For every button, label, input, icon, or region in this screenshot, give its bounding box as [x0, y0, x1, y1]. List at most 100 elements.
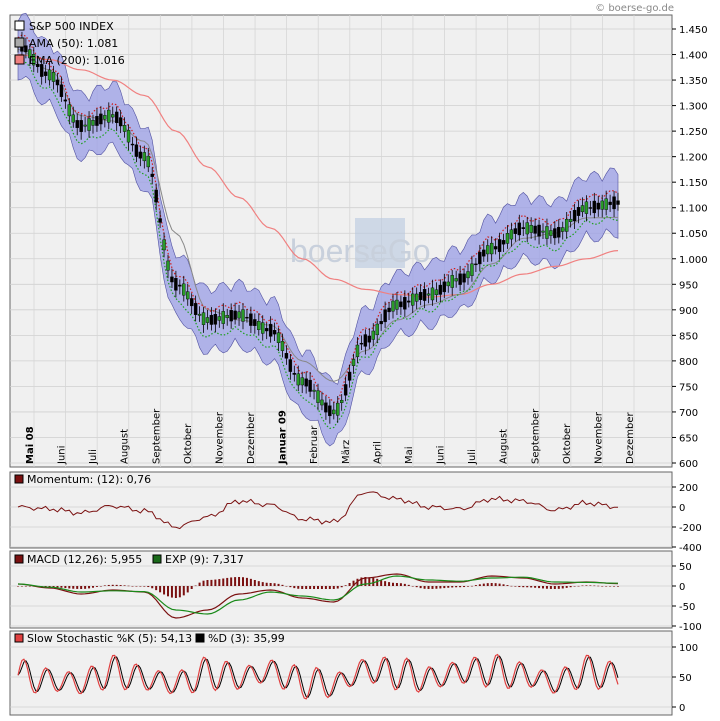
- candle-body: [379, 321, 383, 325]
- macd-histogram-bar: [151, 586, 154, 589]
- candle-body: [351, 359, 356, 366]
- candle-body: [146, 155, 150, 168]
- main-y-tick-label: 1.350: [679, 76, 708, 87]
- macd-histogram-bar: [451, 586, 454, 588]
- main-y-tick-label: 1.000: [679, 255, 708, 266]
- candle-body: [32, 54, 36, 66]
- candle-body: [568, 218, 573, 222]
- candle-body: [130, 143, 135, 146]
- candle-body: [272, 330, 277, 335]
- macd-histogram-bar: [545, 586, 548, 589]
- candle-body: [466, 271, 470, 279]
- macd-histogram-bar: [226, 577, 229, 586]
- macd-histogram-bar: [174, 586, 177, 598]
- macd-histogram-bar: [376, 578, 379, 586]
- macd-histogram-bar: [403, 583, 406, 586]
- legend-swatch-stoch-d: [195, 633, 205, 643]
- candle-body: [430, 287, 435, 301]
- panel-y-tick-label: 100: [679, 643, 698, 654]
- main-y-tick-label: 1.400: [679, 51, 708, 62]
- macd-histogram-bar: [131, 586, 134, 587]
- panel-y-tick-label: -100: [679, 622, 702, 633]
- macd-histogram-bar: [313, 586, 316, 589]
- main-y-tick-label: 1.150: [679, 178, 708, 189]
- macd-histogram-bar: [419, 586, 422, 589]
- candle-body: [126, 130, 131, 143]
- macd-histogram-bar: [24, 586, 27, 587]
- macd-histogram-bar: [526, 586, 529, 588]
- month-label: Dezember: [625, 412, 636, 464]
- macd-histogram-bar: [143, 586, 146, 587]
- macd-histogram-bar: [407, 584, 410, 586]
- candle-body: [521, 227, 525, 229]
- macd-histogram-bar: [103, 585, 106, 586]
- macd-histogram-bar: [115, 584, 118, 586]
- macd-histogram-bar: [617, 586, 619, 587]
- macd-histogram-bar: [163, 586, 166, 595]
- candle-body: [407, 300, 411, 303]
- candle-body: [474, 263, 478, 266]
- candle-body: [347, 371, 352, 381]
- legend-stoch-k: Slow Stochastic %K (5): 54,13: [27, 632, 192, 645]
- macd-histogram-bar: [557, 586, 560, 589]
- macd-histogram-bar: [372, 577, 375, 586]
- candle-body: [166, 260, 170, 271]
- candle-body: [422, 289, 427, 301]
- candle-body: [217, 316, 222, 321]
- macd-histogram-bar: [392, 582, 394, 586]
- candle-body: [118, 117, 123, 127]
- macd-histogram-bar: [510, 585, 513, 587]
- momentum-panel: Momentum: (12): 0,76 200 0 -200 -400: [9, 471, 702, 554]
- candle-body: [600, 200, 604, 210]
- macd-histogram-bar: [514, 586, 517, 587]
- main-y-tick-label: 1.450: [679, 25, 708, 36]
- macd-histogram-bar: [80, 586, 83, 589]
- macd-histogram-bar: [182, 586, 185, 596]
- macd-histogram-bar: [356, 578, 359, 586]
- macd-histogram-bar: [522, 586, 525, 588]
- main-y-tick-label: 700: [679, 408, 698, 419]
- candle-body: [257, 321, 261, 330]
- macd-histogram-bar: [565, 586, 568, 588]
- macd-histogram-bar: [123, 585, 126, 586]
- candle-body: [197, 313, 202, 316]
- macd-histogram-bar: [380, 580, 383, 586]
- candle-body: [561, 227, 565, 232]
- month-label: Oktober: [562, 423, 573, 464]
- macd-histogram-bar: [609, 586, 612, 587]
- candle-body: [332, 409, 336, 415]
- candle-body: [67, 104, 72, 117]
- momentum-y-axis: 200 0 -200 -400: [672, 483, 702, 554]
- macd-histogram-bar: [135, 586, 138, 587]
- candle-body: [584, 201, 589, 214]
- macd-histogram-bar: [289, 586, 292, 588]
- candle-body: [288, 359, 293, 372]
- macd-histogram-bar: [64, 586, 67, 589]
- stochastic-k-line: [17, 653, 619, 700]
- candle-body: [99, 113, 103, 125]
- candle-body: [316, 390, 320, 403]
- candle-body: [525, 222, 529, 235]
- candle-body: [537, 224, 541, 237]
- macd-histogram-bar: [384, 581, 387, 586]
- candle-body: [213, 314, 218, 325]
- macd-signal-line: [17, 575, 618, 615]
- candle-body: [497, 239, 502, 252]
- candle-body: [553, 228, 557, 239]
- candle-body: [162, 239, 166, 251]
- candle-body: [205, 317, 210, 323]
- macd-histogram-bar: [518, 586, 521, 588]
- candle-body: [529, 224, 533, 233]
- macd-histogram-bar: [573, 586, 576, 587]
- legend-swatch-stoch-k: [14, 633, 24, 643]
- macd-histogram-bar: [253, 580, 256, 586]
- candle-body: [134, 144, 139, 157]
- macd-histogram-bar: [17, 586, 19, 587]
- month-label: Oktober: [183, 423, 194, 464]
- candle-body: [489, 242, 494, 255]
- candle-body: [103, 115, 107, 120]
- macd-histogram-bar: [502, 584, 505, 586]
- candle-body: [150, 173, 154, 177]
- candle-body: [486, 245, 490, 255]
